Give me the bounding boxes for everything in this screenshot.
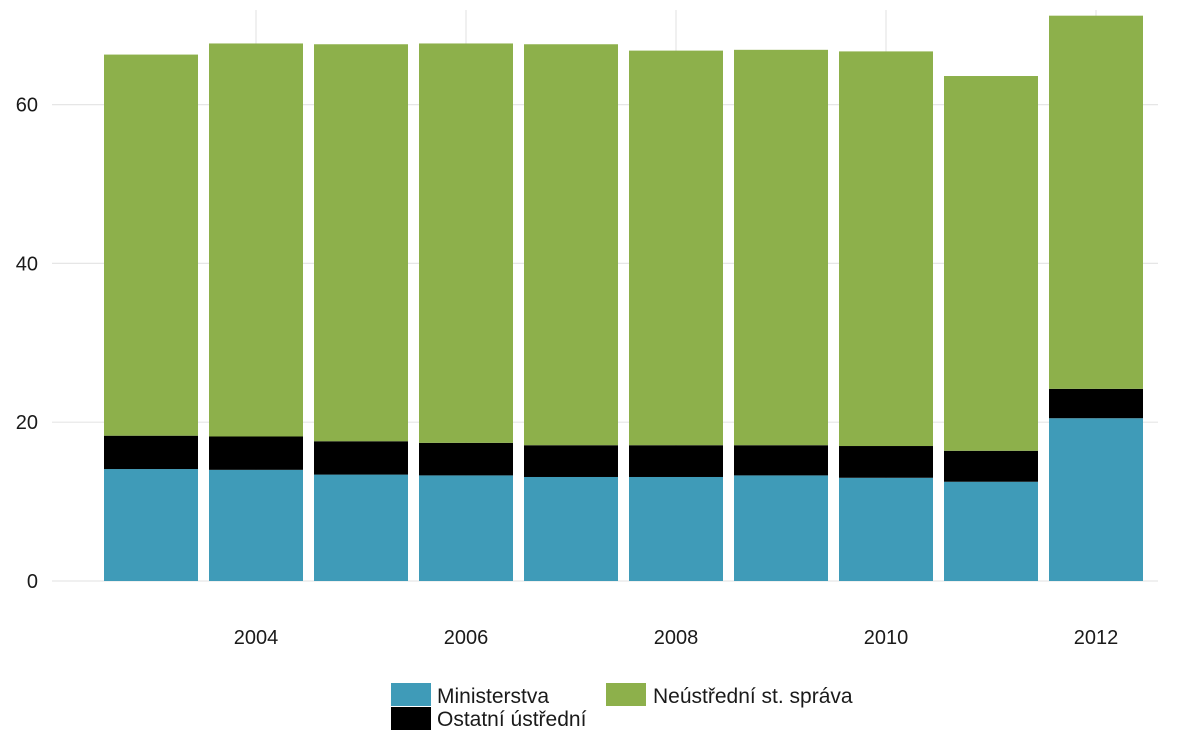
bar-ostatn-st-edn--2012 bbox=[1049, 388, 1143, 419]
y-tick-label: 0 bbox=[27, 571, 38, 593]
legend-label-ostatni-ustredni: Ostatní ústřední bbox=[437, 708, 587, 731]
y-tick-label: 60 bbox=[16, 95, 38, 117]
bar-ne-st-edn-st-spr-va-2008 bbox=[629, 50, 723, 446]
bar-ministerstva-2007 bbox=[524, 476, 618, 581]
x-tick-label: 2006 bbox=[444, 627, 489, 649]
bars-layer bbox=[104, 15, 1143, 581]
legend-label-ministerstva: Ministerstva bbox=[437, 685, 549, 708]
bar-ne-st-edn-st-spr-va-2003 bbox=[104, 54, 198, 436]
bar-ministerstva-2004 bbox=[209, 469, 303, 581]
x-axis: 2004 2006 2008 2010 2012 bbox=[234, 627, 1119, 649]
legend-swatch-neustredni-st-sprava bbox=[606, 683, 646, 706]
bar-ostatn-st-edn--2009 bbox=[734, 445, 828, 476]
bar-ostatn-st-edn--2004 bbox=[209, 436, 303, 470]
bar-ostatn-st-edn--2005 bbox=[314, 441, 408, 475]
bar-ne-st-edn-st-spr-va-2007 bbox=[524, 44, 618, 446]
legend-label-neustredni-st-sprava: Neústřední st. správa bbox=[653, 685, 853, 708]
bar-ostatn-st-edn--2007 bbox=[524, 445, 618, 477]
bar-ostatn-st-edn--2008 bbox=[629, 445, 723, 477]
bar-ne-st-edn-st-spr-va-2005 bbox=[314, 44, 408, 442]
bar-ministerstva-2006 bbox=[419, 475, 513, 581]
y-axis: 0 20 40 60 bbox=[16, 95, 38, 593]
bar-ostatn-st-edn--2011 bbox=[944, 450, 1038, 482]
bar-ne-st-edn-st-spr-va-2004 bbox=[209, 43, 303, 437]
bar-ministerstva-2009 bbox=[734, 475, 828, 581]
y-tick-label: 20 bbox=[16, 412, 38, 434]
bar-ne-st-edn-st-spr-va-2012 bbox=[1049, 15, 1143, 389]
bar-ministerstva-2011 bbox=[944, 481, 1038, 581]
bar-ministerstva-2008 bbox=[629, 476, 723, 581]
bar-ne-st-edn-st-spr-va-2011 bbox=[944, 76, 1038, 451]
bar-ministerstva-2012 bbox=[1049, 418, 1143, 581]
bar-ministerstva-2003 bbox=[104, 469, 198, 581]
x-tick-label: 2012 bbox=[1074, 627, 1119, 649]
legend-swatch-ostatni-ustredni bbox=[391, 707, 431, 730]
bar-ne-st-edn-st-spr-va-2010 bbox=[839, 51, 933, 447]
x-tick-label: 2004 bbox=[234, 627, 279, 649]
x-tick-label: 2008 bbox=[654, 627, 699, 649]
bar-ne-st-edn-st-spr-va-2009 bbox=[734, 49, 828, 446]
bar-ministerstva-2005 bbox=[314, 474, 408, 581]
bar-ministerstva-2010 bbox=[839, 477, 933, 581]
bar-ostatn-st-edn--2003 bbox=[104, 435, 198, 470]
bar-ostatn-st-edn--2010 bbox=[839, 446, 933, 478]
legend: Ministerstva Ostatní ústřední Neústřední… bbox=[391, 683, 853, 731]
legend-swatch-ministerstva bbox=[391, 683, 431, 706]
bar-ne-st-edn-st-spr-va-2006 bbox=[419, 43, 513, 443]
x-tick-label: 2010 bbox=[864, 627, 909, 649]
y-tick-label: 40 bbox=[16, 253, 38, 275]
bar-ostatn-st-edn--2006 bbox=[419, 442, 513, 476]
